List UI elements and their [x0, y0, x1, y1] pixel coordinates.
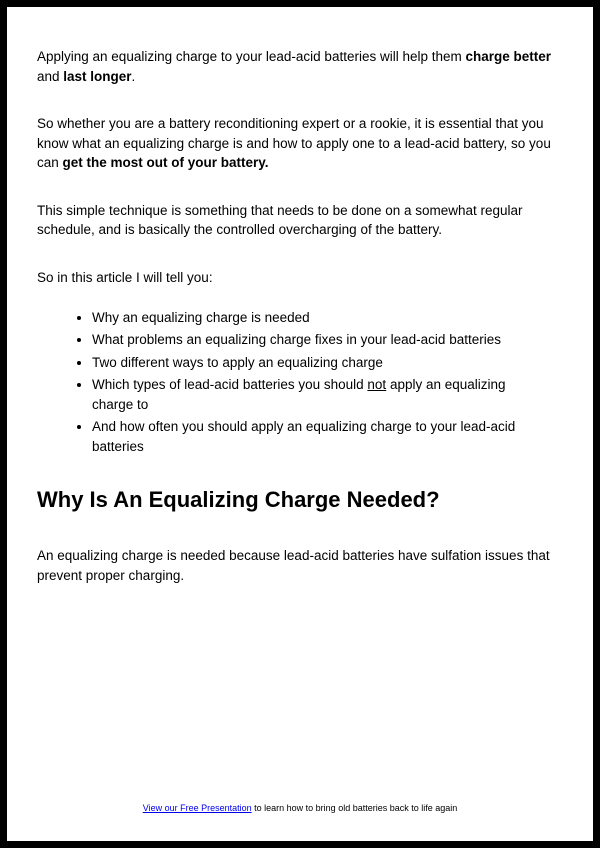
document-page: Applying an equalizing charge to your le… [0, 0, 600, 848]
footer-text: to learn how to bring old batteries back… [252, 803, 458, 813]
p1-text-pre: Applying an equalizing charge to your le… [37, 49, 466, 64]
paragraph-after-heading: An equalizing charge is needed because l… [37, 546, 563, 585]
p1-bold-2: last longer [63, 69, 131, 84]
p1-bold-1: charge better [466, 49, 552, 64]
list-item: What problems an equalizing charge fixes… [92, 330, 563, 350]
b4-pre: Which types of lead-acid batteries you s… [92, 377, 367, 392]
b4-underline: not [367, 377, 386, 392]
paragraph-4: So in this article I will tell you: [37, 268, 563, 288]
p2-bold: get the most out of your battery. [63, 155, 269, 170]
p1-text-post: . [132, 69, 136, 84]
paragraph-intro: Applying an equalizing charge to your le… [37, 47, 563, 86]
main-content: Applying an equalizing charge to your le… [37, 47, 563, 803]
list-item: Which types of lead-acid batteries you s… [92, 375, 563, 414]
paragraph-2: So whether you are a battery recondition… [37, 114, 563, 173]
list-item: Why an equalizing charge is needed [92, 308, 563, 328]
section-heading: Why Is An Equalizing Charge Needed? [37, 484, 563, 516]
p1-text-mid: and [37, 69, 63, 84]
list-item: And how often you should apply an equali… [92, 417, 563, 456]
bullet-list: Why an equalizing charge is needed What … [37, 308, 563, 457]
list-item: Two different ways to apply an equalizin… [92, 353, 563, 373]
footer-link[interactable]: View our Free Presentation [143, 803, 252, 813]
footer: View our Free Presentation to learn how … [37, 803, 563, 821]
paragraph-3: This simple technique is something that … [37, 201, 563, 240]
